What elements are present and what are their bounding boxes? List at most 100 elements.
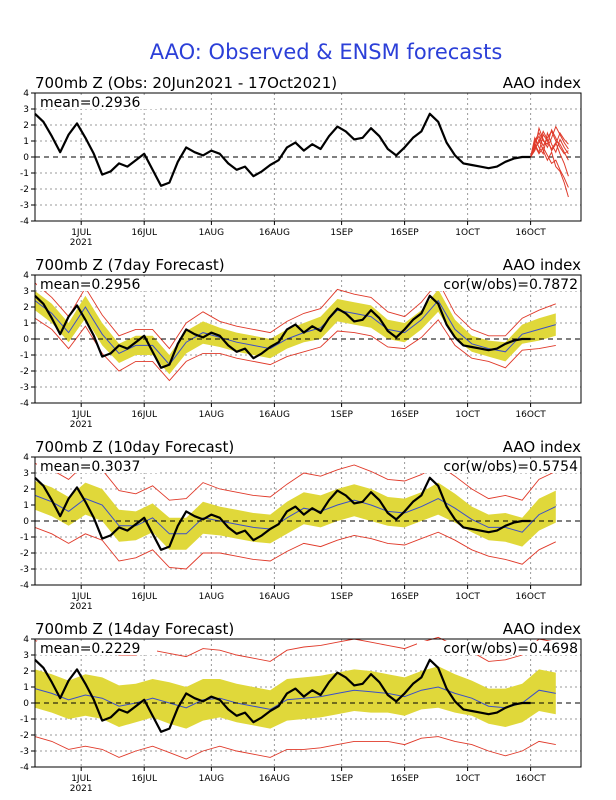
mean-label: mean=0.2956 <box>40 277 141 293</box>
y-tick-label: 3 <box>23 469 29 479</box>
x-tick-label: 1JUL <box>71 410 91 420</box>
ensemble-member-line <box>530 128 569 158</box>
y-tick-label: -1 <box>20 169 29 179</box>
y-tick-label: 2 <box>23 667 29 677</box>
x-tick-label: 1JUL <box>71 774 91 784</box>
cor-label-bg <box>417 277 579 291</box>
y-tick-label: 0 <box>23 153 29 163</box>
mean-label: mean=0.3037 <box>40 459 140 475</box>
x-tick-label: 1JUL <box>71 592 91 602</box>
x-tick-label: 1OCT <box>455 774 480 784</box>
observed-line <box>34 112 531 187</box>
x-tick-label: 16SEP <box>390 410 419 420</box>
x-tick-label: 16AUG <box>259 410 290 420</box>
x-tick-label: 16AUG <box>259 592 290 602</box>
y-tick-label: 1 <box>23 137 29 147</box>
y-tick-label: 4 <box>23 89 29 99</box>
panel-title: 700mb Z (Obs: 20Jun2021 - 17Oct2021) <box>35 74 337 92</box>
mean-label: mean=0.2936 <box>40 95 141 111</box>
y-tick-label: 2 <box>23 485 29 495</box>
y-tick-label: -4 <box>20 399 29 409</box>
x-tick-label: 1OCT <box>455 410 480 420</box>
mean-label: mean=0.2229 <box>40 641 140 657</box>
index-label: AAO index <box>503 438 581 456</box>
ensemble-member-line <box>530 125 569 158</box>
panel-title: 700mb Z (10day Forecast) <box>35 438 234 456</box>
x-tick-label: 1AUG <box>199 410 224 420</box>
x-tick-label: 16AUG <box>259 228 290 238</box>
y-tick-label: -1 <box>20 533 29 543</box>
x-tick-label: 1AUG <box>199 592 224 602</box>
y-tick-label: -2 <box>20 731 29 741</box>
ensemble-mean-line <box>34 299 556 366</box>
observed-line <box>34 476 531 551</box>
y-tick-label: -2 <box>20 185 29 195</box>
x-tick-label: 16OCT <box>515 774 546 784</box>
y-tick-label: 4 <box>23 635 29 645</box>
y-tick-label: 3 <box>23 651 29 661</box>
ensemble-mean-line <box>34 494 557 535</box>
cor-label: cor(w/obs)=0.4698 <box>443 641 578 657</box>
spread-band <box>35 289 556 375</box>
x-tick-label: 1AUG <box>199 774 224 784</box>
y-tick-label: -4 <box>20 217 29 227</box>
index-label: AAO index <box>503 256 581 274</box>
mean-label-bg <box>37 277 157 291</box>
y-tick-label: 0 <box>23 517 29 527</box>
y-tick-label: 1 <box>23 683 29 693</box>
upper-envelope-line <box>34 462 556 501</box>
x-tick-label: 1JUL <box>71 228 91 238</box>
cor-label-bg <box>417 641 579 655</box>
y-tick-label: -3 <box>20 565 29 575</box>
y-tick-label: 3 <box>23 287 29 297</box>
x-tick-label: 16OCT <box>515 228 546 238</box>
observed-line <box>34 658 531 733</box>
index-label: AAO index <box>503 74 581 92</box>
observed-line <box>34 294 531 369</box>
y-tick-label: 0 <box>23 699 29 709</box>
lower-envelope-line <box>34 736 556 760</box>
y-tick-label: -2 <box>20 367 29 377</box>
x-tick-label: 16JUL <box>131 592 157 602</box>
y-tick-label: 4 <box>23 453 29 463</box>
y-tick-label: -1 <box>20 715 29 725</box>
x-tick-label: 1SEP <box>330 228 353 238</box>
year-label: 2021 <box>70 602 93 612</box>
upper-envelope-line <box>34 280 556 350</box>
y-tick-label: 2 <box>23 303 29 313</box>
y-tick-label: -4 <box>20 763 29 773</box>
y-tick-label: -3 <box>20 201 29 211</box>
y-tick-label: -2 <box>20 549 29 559</box>
y-tick-label: 4 <box>23 271 29 281</box>
x-tick-label: 1AUG <box>199 228 224 238</box>
mean-label-bg <box>37 641 157 655</box>
year-label: 2021 <box>70 420 93 430</box>
x-tick-label: 1SEP <box>330 774 353 784</box>
y-tick-label: -3 <box>20 383 29 393</box>
lower-envelope-line <box>34 526 556 570</box>
x-tick-label: 16SEP <box>390 228 419 238</box>
cor-label: cor(w/obs)=0.7872 <box>443 277 578 293</box>
cor-label-bg <box>417 459 579 473</box>
year-label: 2021 <box>70 784 93 794</box>
ensemble-member-line <box>530 130 569 158</box>
y-tick-label: 0 <box>23 335 29 345</box>
x-tick-label: 16SEP <box>390 774 419 784</box>
mean-label-bg <box>37 459 157 473</box>
x-tick-label: 16SEP <box>390 592 419 602</box>
y-tick-label: 1 <box>23 501 29 511</box>
y-tick-label: 3 <box>23 105 29 115</box>
panel-title: 700mb Z (14day Forecast) <box>35 620 234 638</box>
x-tick-label: 16JUL <box>131 228 157 238</box>
x-tick-label: 16AUG <box>259 774 290 784</box>
figure-title: AAO: Observed & ENSM forecasts <box>150 40 503 64</box>
ensemble-member-line <box>530 144 569 188</box>
x-tick-label: 16OCT <box>515 592 546 602</box>
y-tick-label: -4 <box>20 581 29 591</box>
x-tick-label: 16OCT <box>515 410 546 420</box>
y-tick-label: 2 <box>23 121 29 131</box>
y-tick-label: -3 <box>20 747 29 757</box>
x-tick-label: 1OCT <box>455 228 480 238</box>
spread-band <box>35 481 556 550</box>
x-tick-label: 1SEP <box>330 592 353 602</box>
